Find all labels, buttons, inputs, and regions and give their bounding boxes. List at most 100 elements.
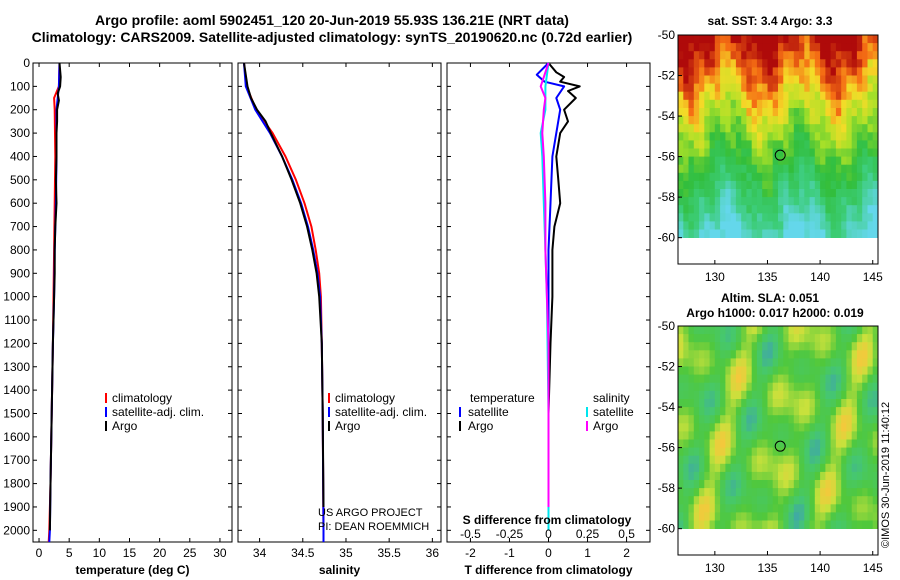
map-cell xyxy=(762,399,768,408)
map-cell xyxy=(746,366,753,375)
map-cell xyxy=(709,51,716,60)
map-cell xyxy=(835,504,842,513)
map-cell xyxy=(778,51,784,60)
map-cell xyxy=(735,342,742,351)
map-cell xyxy=(783,75,789,84)
map-cell xyxy=(741,399,747,408)
map-cell xyxy=(867,496,874,505)
map-cell xyxy=(788,390,795,400)
map-cell xyxy=(693,455,700,465)
map-cell xyxy=(856,75,863,84)
map-cell xyxy=(872,366,879,375)
map-cell xyxy=(725,83,732,93)
map-cell xyxy=(688,374,695,384)
map-cell xyxy=(746,496,753,505)
map-cell xyxy=(751,350,758,359)
map-cell xyxy=(730,342,737,351)
map-cell xyxy=(814,221,821,230)
map-cell xyxy=(772,512,779,521)
map-cell xyxy=(778,382,784,392)
map-cell xyxy=(756,164,763,174)
map-cell xyxy=(772,67,779,76)
map-cell xyxy=(783,213,789,222)
map-cell xyxy=(783,108,789,117)
map-cell xyxy=(851,75,858,84)
map-cell xyxy=(730,382,737,392)
map-cell xyxy=(683,99,689,109)
map-cell xyxy=(856,59,863,68)
map-cell xyxy=(735,51,742,60)
x-tick-label: -1 xyxy=(504,546,515,560)
map-cell xyxy=(699,350,705,359)
map-cell xyxy=(856,471,863,481)
map-cell xyxy=(699,358,705,367)
map-cell xyxy=(814,205,821,214)
map-cell xyxy=(809,213,816,222)
map-cell xyxy=(841,374,847,384)
map-cell xyxy=(678,488,684,497)
map-cell xyxy=(872,407,879,416)
map-cell xyxy=(856,342,863,351)
map-cell xyxy=(799,35,805,44)
map-cell xyxy=(762,350,768,359)
map-cell xyxy=(730,172,737,182)
map-cell xyxy=(788,180,795,190)
map-cell xyxy=(714,480,721,489)
map-cell xyxy=(825,172,832,182)
map-cell xyxy=(772,480,779,489)
map-cell xyxy=(799,172,805,182)
map-cell xyxy=(772,164,779,174)
map-cell xyxy=(862,382,868,392)
map-cell xyxy=(820,189,826,198)
map-cell xyxy=(699,67,705,76)
map-cell xyxy=(741,334,747,343)
map-cell xyxy=(693,205,700,214)
map-cell xyxy=(778,334,784,343)
map-cell xyxy=(767,480,774,489)
map-cell xyxy=(841,197,847,206)
map-cell xyxy=(820,51,826,60)
map-cell xyxy=(688,350,695,359)
map-cell xyxy=(730,124,737,133)
map-cell xyxy=(825,59,832,68)
map-cell xyxy=(778,91,784,101)
map-cell xyxy=(714,83,721,93)
map-cell xyxy=(856,132,863,141)
map-cell xyxy=(709,415,716,424)
map-cell xyxy=(846,164,853,174)
map-cell xyxy=(709,99,716,109)
map-cell xyxy=(714,213,721,222)
map-cell xyxy=(825,504,832,513)
map-cell xyxy=(699,520,705,529)
map-cell xyxy=(725,35,732,44)
map-cell xyxy=(846,504,853,513)
map-cell xyxy=(778,358,784,367)
map-cell xyxy=(746,463,753,473)
map-cell xyxy=(835,488,842,497)
temperature-panel-frame xyxy=(32,62,233,543)
map-cell xyxy=(714,140,721,149)
map-cell xyxy=(772,229,779,238)
map-cell xyxy=(835,455,842,465)
map-cell xyxy=(830,366,837,375)
map-cell xyxy=(730,480,737,489)
map-cell xyxy=(783,382,789,392)
map-cell xyxy=(799,366,805,375)
map-cell xyxy=(683,124,689,133)
map-cell xyxy=(830,407,837,416)
map-cell xyxy=(783,504,789,513)
map-cell xyxy=(699,205,705,214)
map-cell xyxy=(756,496,763,505)
map-cell xyxy=(704,439,710,448)
map-cell xyxy=(793,439,800,448)
map-cell xyxy=(678,447,684,457)
map-cell xyxy=(799,382,805,392)
map-cell xyxy=(783,197,789,206)
map-cell xyxy=(709,504,716,513)
map-cell xyxy=(778,423,784,432)
map-cell xyxy=(683,504,689,513)
map-cell xyxy=(704,447,710,457)
map-cell xyxy=(767,463,774,473)
map-cell xyxy=(862,108,868,117)
map-cell xyxy=(793,189,800,198)
